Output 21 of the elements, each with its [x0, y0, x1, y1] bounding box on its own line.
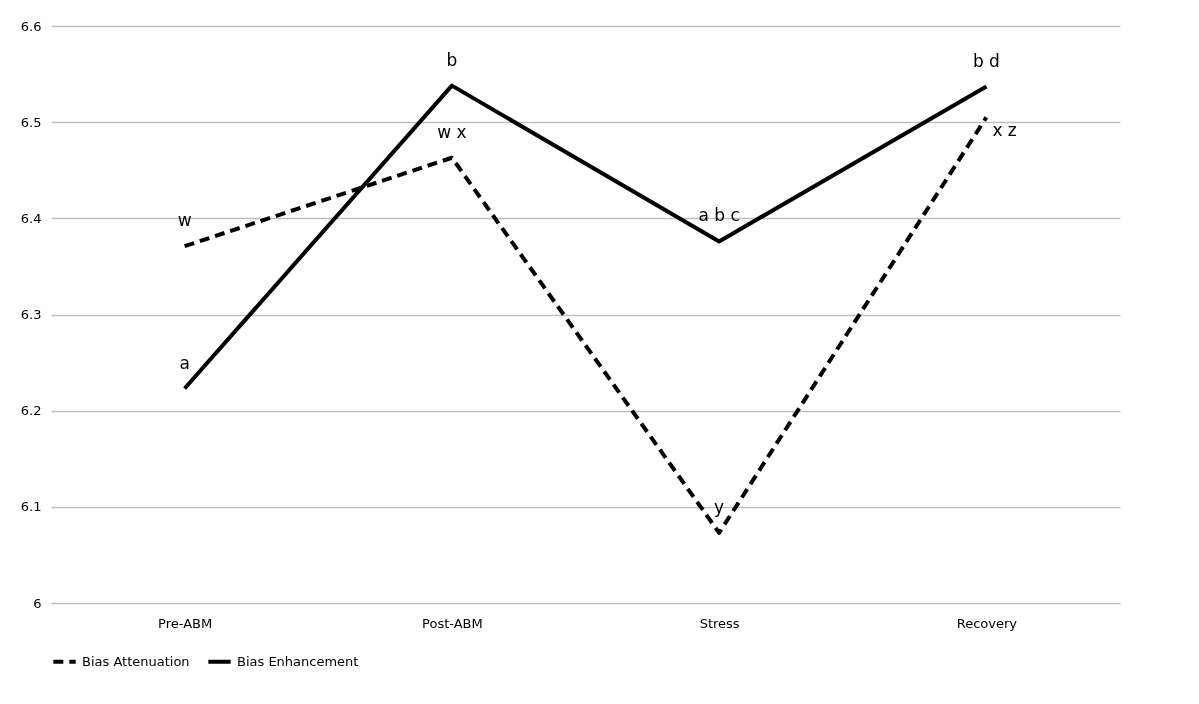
legend-label: Bias Attenuation	[82, 653, 190, 669]
annotation: w x	[437, 121, 467, 142]
annotation: x z	[992, 120, 1017, 141]
annotation: b d	[972, 50, 1000, 71]
y-tick-label: 6.1	[20, 499, 42, 515]
annotation: w	[177, 210, 192, 231]
legend-label: Bias Enhancement	[237, 653, 359, 669]
y-tick-label: 6.2	[20, 403, 42, 419]
x-tick-label: Recovery	[956, 615, 1018, 631]
y-tick-label: 6.4	[20, 210, 42, 226]
y-tick-label: 6.5	[20, 114, 42, 130]
x-tick-label: Stress	[699, 615, 740, 631]
annotation: a b c	[698, 205, 740, 226]
x-tick-label: Pre-ABM	[158, 615, 213, 631]
annotation: a	[179, 352, 190, 373]
y-tick-label: 6.3	[20, 307, 42, 322]
x-tick-label: Post-ABM	[422, 615, 483, 631]
y-tick-label: 6.6	[20, 18, 42, 34]
annotation: y	[714, 496, 725, 517]
annotation: b	[446, 49, 458, 70]
y-tick-label: 6	[33, 595, 42, 611]
